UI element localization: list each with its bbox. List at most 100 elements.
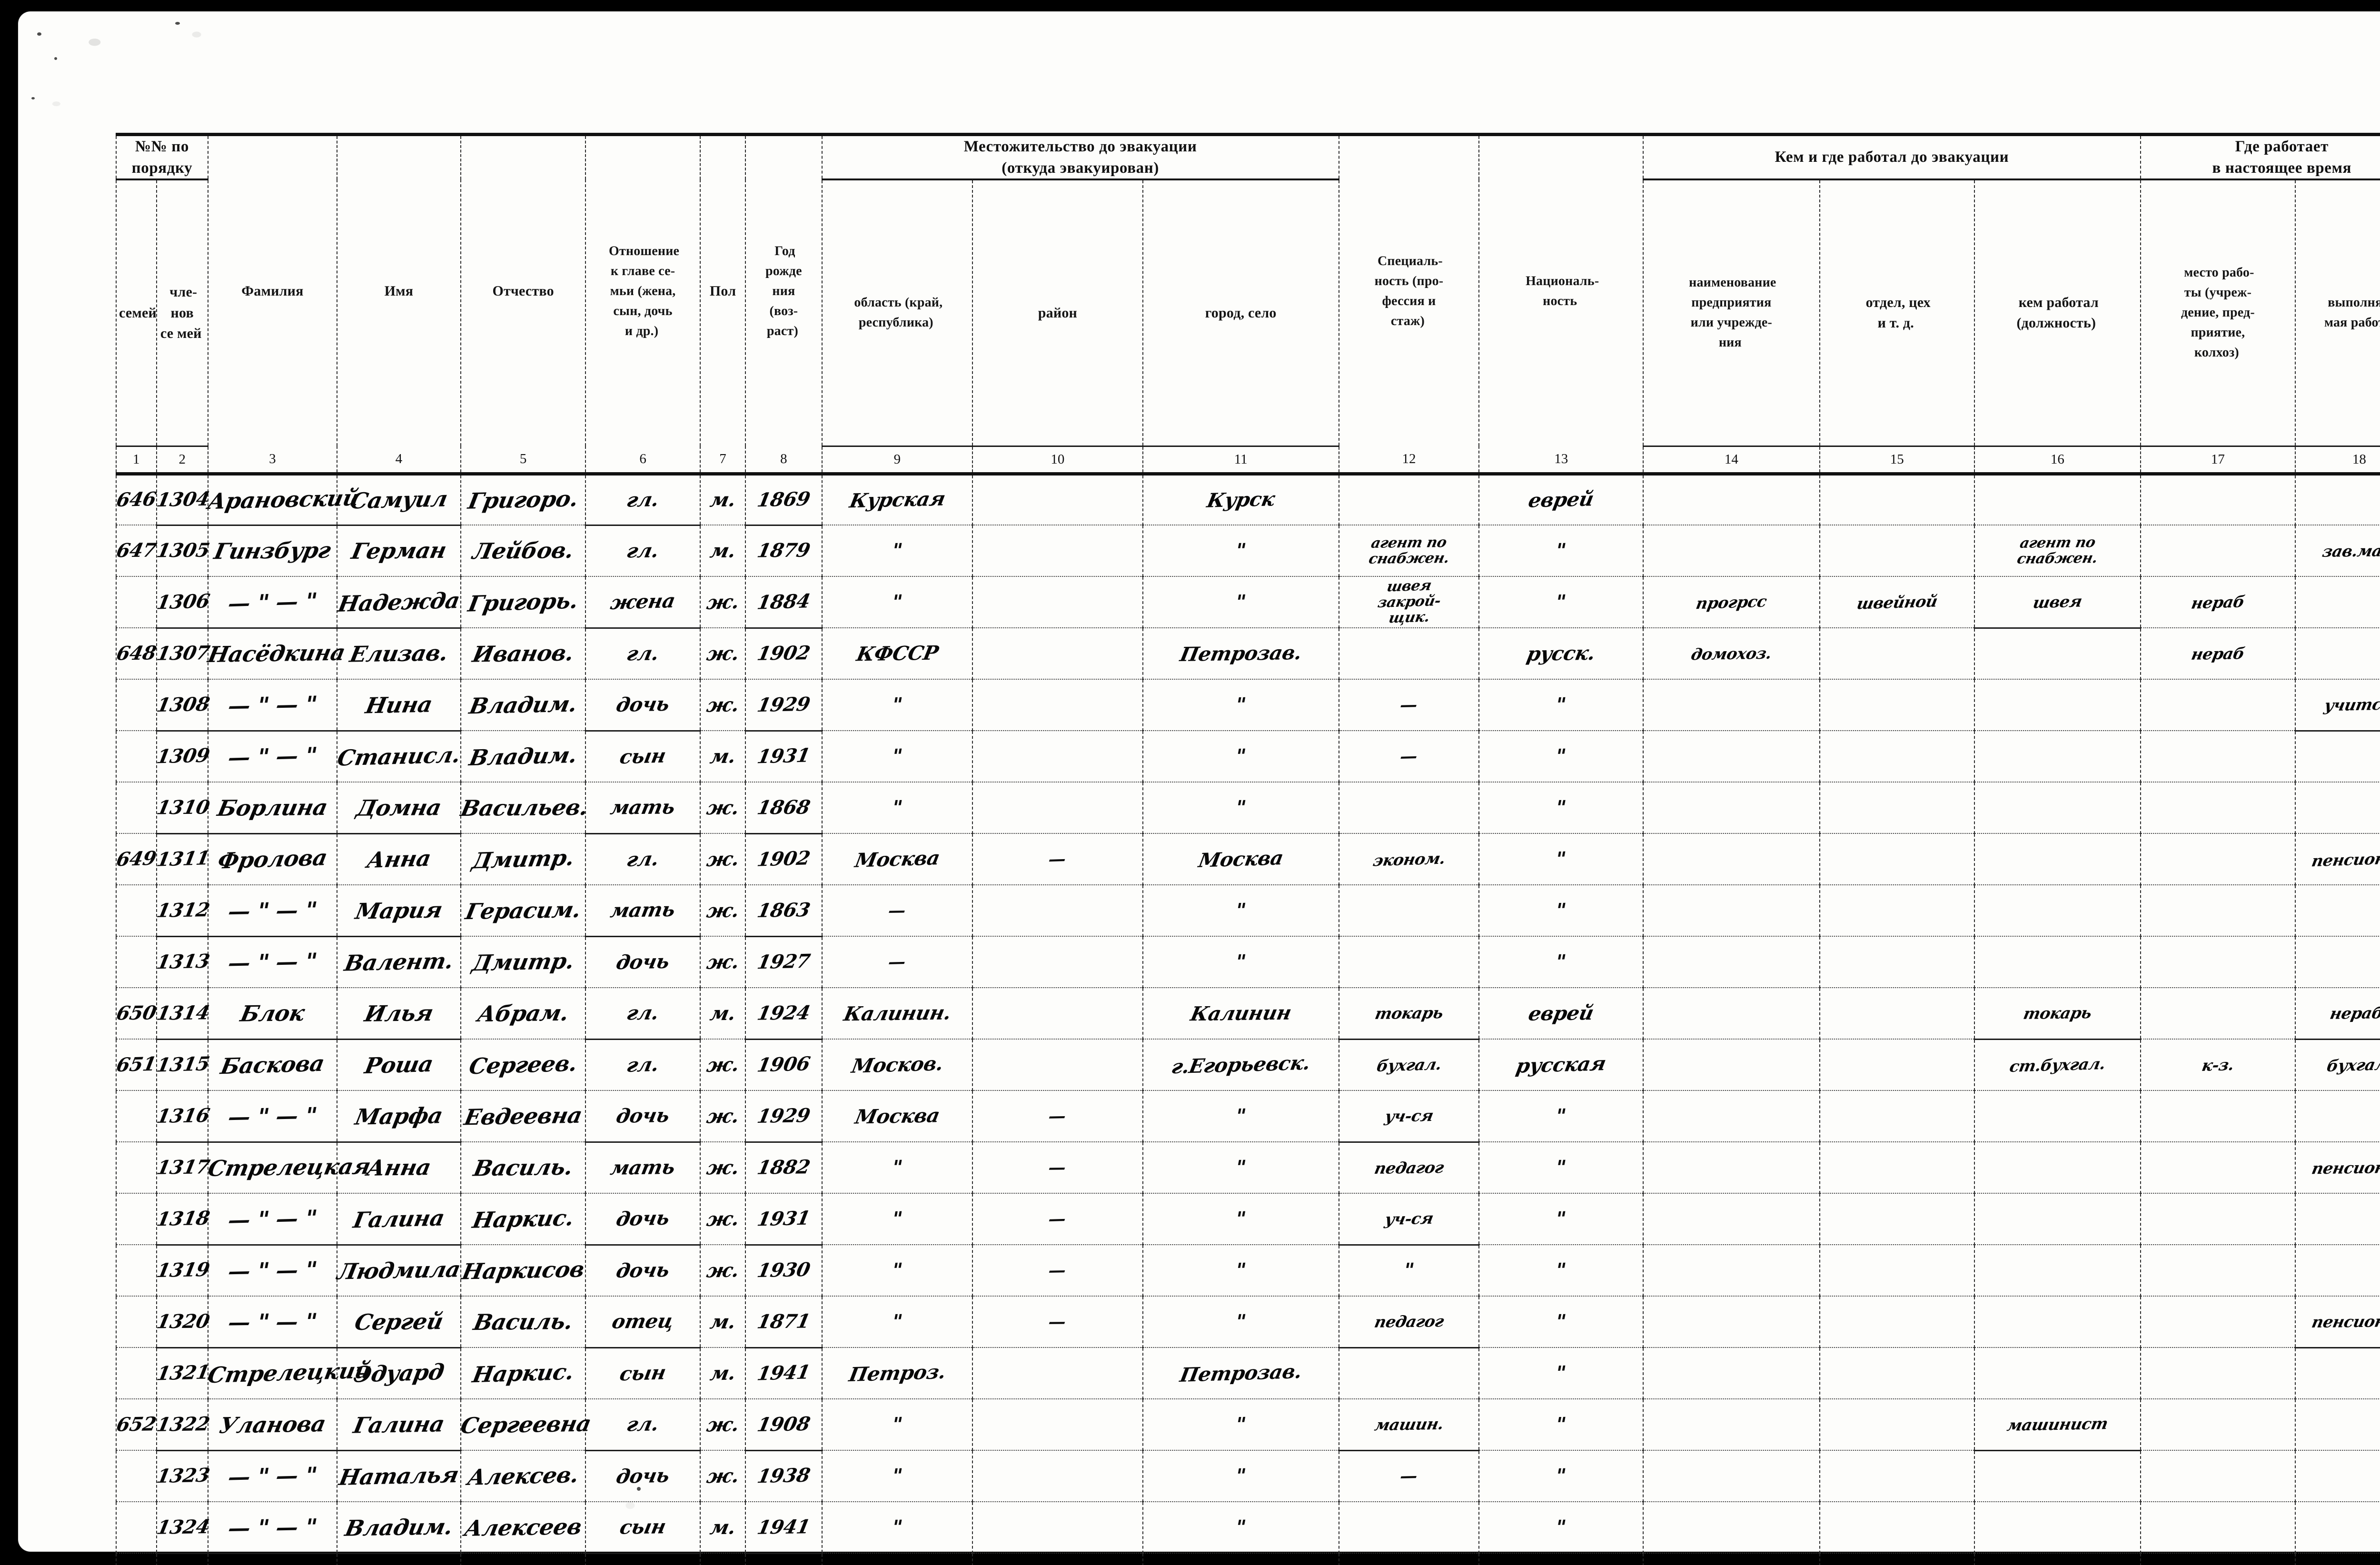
cell-department (1819, 988, 1975, 1040)
cell-position (1973, 731, 2141, 783)
cell-patronymic: Сергеев. (460, 1039, 586, 1091)
cell-city: " (1142, 1399, 1339, 1451)
cell-city: " (1142, 1553, 1339, 1565)
cell-city: " (1142, 1193, 1339, 1246)
birth-year-value: 1908 (755, 1412, 812, 1436)
cell-patronymic: Григорь. (460, 576, 586, 629)
cell-city: " (1142, 782, 1339, 834)
surname-value: Борлина (215, 794, 330, 821)
cell-position (1973, 1553, 2141, 1565)
birth-year-value: 1931 (755, 1207, 812, 1231)
cell-member-number: 1311 (155, 833, 211, 886)
cell-rayon (972, 525, 1143, 577)
member-number-value: 1321 (155, 1361, 211, 1386)
specialty-value: швея закрой-щик. (1339, 577, 1479, 627)
cell-family-number (116, 1347, 157, 1400)
cell-member-number: 1307 (155, 628, 211, 680)
table-row: 1321 Стрелецкий Эдуард Наркис. сын м. 1941 Петр… (116, 1347, 2380, 1400)
surname-value: — " — " (226, 1205, 319, 1233)
cell-department (1819, 1296, 1975, 1348)
table-row: 1318 — " — " Галина Наркис. дочь ж. 1931 " — " уч-… (116, 1193, 2380, 1246)
specialty-value: — (1398, 694, 1419, 715)
cell-relation-to-head: гл. (585, 1553, 701, 1565)
cell-birth-year: 1906 (745, 1039, 823, 1091)
cell-member-number: 1305 (155, 525, 211, 577)
city-value: Петрозав. (1178, 641, 1304, 666)
relation-to-head-value: сын (618, 1515, 668, 1539)
surname-value: Баскова (218, 1050, 327, 1080)
member-number-value: 1315 (155, 1052, 211, 1077)
cell-city: Москва (1142, 833, 1339, 886)
cell-given-name: Домна (336, 782, 461, 834)
table-row: 1319 — " — " Людмила Наркисов дочь ж. 1930 " — " "… (116, 1245, 2380, 1297)
cell-given-name: Анна (336, 833, 461, 886)
cell-city: г.Егорьевск. (1142, 1039, 1339, 1091)
patronymic-value: Дмитр. (470, 844, 576, 874)
cell-work-now (2294, 1245, 2380, 1297)
colnum-9: 9 (821, 446, 973, 475)
cell-sex: ж. (699, 576, 746, 629)
nationality-value: " (1554, 744, 1569, 768)
birth-year-value: 1931 (755, 744, 812, 768)
cell-relation-to-head: дочь (585, 936, 701, 989)
relation-to-head-value: мать (608, 898, 677, 922)
cell-family-number (116, 1142, 157, 1194)
cell-family-number: 653 (116, 1553, 157, 1565)
cell-nationality: " (1478, 1502, 1644, 1554)
cell-rayon: — (972, 833, 1143, 886)
surname-value: — " — " (226, 1462, 319, 1490)
cell-family-number (116, 731, 157, 783)
member-number-value: 1316 (154, 1104, 211, 1128)
oblast-value: " (890, 1258, 905, 1282)
colnum-7: 7 (699, 446, 746, 475)
relation-to-head-value: дочь (614, 1464, 672, 1488)
cell-family-number: 646 (115, 474, 158, 526)
cell-family-number: 650 (115, 988, 158, 1040)
oblast-value: " (890, 1156, 905, 1179)
sex-value: ж. (704, 693, 741, 717)
cell-position (1973, 628, 2141, 680)
header-col-nationality: Националь- ность (1478, 133, 1644, 446)
cell-birth-year: 1863 (745, 885, 823, 937)
cell-family-number (116, 1502, 157, 1554)
header-col-position-label: кем работал (должность) (2016, 294, 2099, 331)
family-number-value: 647 (114, 539, 159, 562)
table-row: 6531325ЗироваКлавд.Тимоф.гл.ж.1917"""" (116, 1553, 2380, 1565)
cell-birth-year: 1884 (745, 576, 823, 629)
specialty-line: снабжен. (1367, 549, 1451, 567)
cell-member-number: 1319 (155, 1245, 211, 1297)
cell-workplace-now (2140, 1347, 2296, 1400)
cell-patronymic: Василь. (460, 1296, 586, 1348)
scan-speck (54, 57, 57, 60)
cell-specialty: бухгал. (1338, 1039, 1480, 1091)
cell-patronymic: Владим. (460, 731, 586, 783)
header-col-rayon: район (972, 179, 1143, 447)
cell-surname: — " — " (207, 1245, 337, 1297)
cell-position (1973, 833, 2141, 886)
cell-city: " (1142, 1450, 1339, 1503)
patronymic-value: Григоро. (466, 485, 581, 515)
cell-nationality: " (1478, 1142, 1644, 1194)
birth-year-value: 1924 (755, 1001, 813, 1025)
colnum-17: 17 (2140, 446, 2296, 475)
cell-sex: ж. (699, 1399, 746, 1451)
cell-work-now: пенсионер (2294, 1296, 2380, 1348)
workplace-now-value: к-з. (2200, 1055, 2236, 1075)
cell-surname: Блок (207, 988, 337, 1040)
cell-nationality: " (1478, 833, 1644, 886)
cell-relation-to-head: гл. (585, 833, 701, 886)
cell-surname: Зирова (207, 1553, 337, 1565)
header-group-numbering: №№ по порядку (116, 133, 208, 181)
relation-to-head-value: гл. (625, 642, 661, 665)
given-name-value: Людмила (335, 1256, 463, 1285)
cell-family-number (116, 1090, 157, 1143)
member-number-value: 1318 (154, 1207, 211, 1231)
relation-to-head-value: дочь (614, 1258, 672, 1282)
scan-speck (31, 97, 35, 99)
oblast-value: " (890, 1413, 905, 1436)
colnum-15: 15 (1819, 446, 1975, 475)
patronymic-value: Владим. (467, 691, 579, 719)
position-value: машинист (2005, 1414, 2110, 1435)
cell-city: Петрозав. (1142, 628, 1339, 680)
cell-sex: м. (699, 1347, 746, 1400)
